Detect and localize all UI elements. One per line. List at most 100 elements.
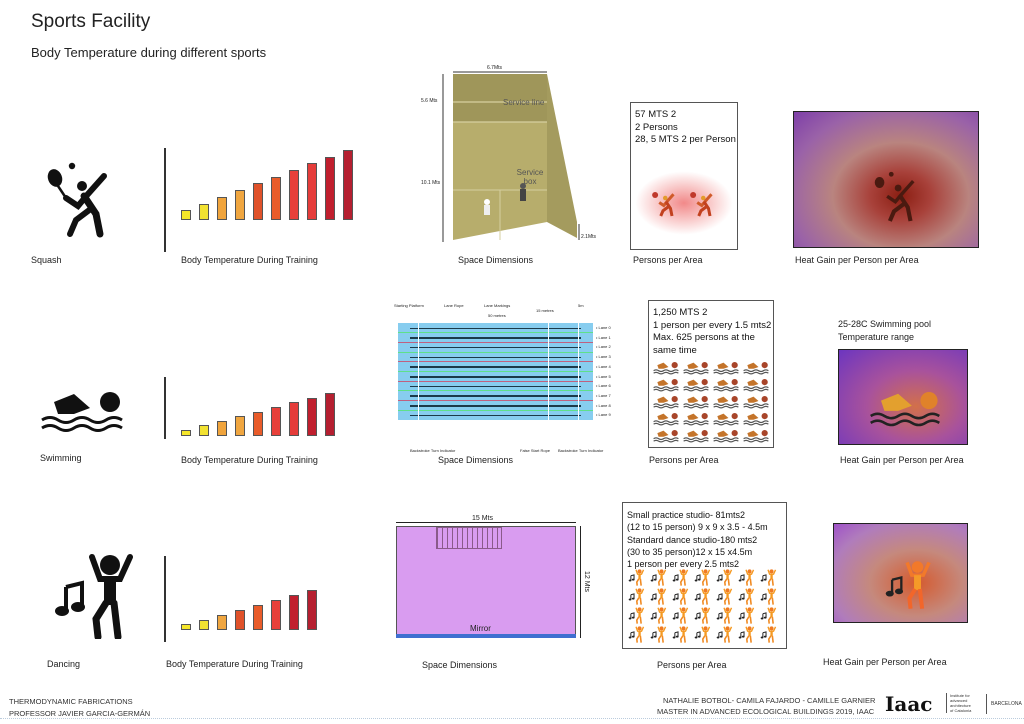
dancer-icon <box>52 553 142 644</box>
lane-marking <box>398 371 593 372</box>
swimmer-person-icon <box>743 395 773 412</box>
iaac-logo-subtitle: Institute for advanced architecture of Cata… <box>946 693 971 713</box>
footer-professor: PROFESSOR JAVIER GARCIA-GERMÁN <box>9 709 151 718</box>
pool-diagram: Starting Platform Lane Rope Lane Marking… <box>388 297 618 457</box>
studio-width-label: 15 Mts <box>472 515 494 522</box>
swimmer-person-icon <box>743 378 773 395</box>
dancer-person-icon <box>693 569 715 588</box>
lane-rope <box>410 395 581 397</box>
temperature-bar <box>325 156 335 220</box>
dancer-person-icon <box>649 588 671 607</box>
pool-temperature-note: 25-28C Swimming pool Temperature range <box>838 318 931 344</box>
dancer-person-icon <box>627 569 649 588</box>
temperature-bar <box>181 624 191 630</box>
swimmer-person-icon <box>743 361 773 378</box>
page-title: Sports Facility <box>31 11 151 32</box>
squash-heat-icon <box>872 170 927 233</box>
court-front-label: 5.6 Mts <box>421 98 438 104</box>
dancer-person-icon <box>737 626 759 645</box>
page-subtitle: Body Temperature during different sports <box>31 45 267 60</box>
swimmer-person-icon <box>743 412 773 429</box>
pool-indicator-line <box>578 323 579 420</box>
sport-name-squash: Squash <box>31 255 62 265</box>
temperature-bar <box>289 170 299 220</box>
lane-marking <box>398 361 593 363</box>
swimmer-person-icon <box>743 429 773 446</box>
pool-lane-label: • Lane 2 <box>596 344 611 350</box>
chart-label-swimming: Body Temperature During Training <box>181 455 318 465</box>
lane-marking <box>398 400 593 402</box>
squash-person-icon <box>649 189 683 224</box>
heat-map-dancing <box>833 523 968 623</box>
footer-authors: NATHALIE BOTBOL- CAMILA FAJARDO - CAMILL… <box>663 696 876 705</box>
space-label-dancing: Space Dimensions <box>422 660 498 670</box>
dancer-person-icon <box>649 607 671 626</box>
swimmer-icon <box>40 390 124 441</box>
service-box-label: Service box <box>516 168 544 186</box>
persons-label-dancing: Persons per Area <box>657 660 727 670</box>
persons-info-line: 1,250 MTS 2 <box>653 307 708 318</box>
swimmer-person-icon <box>713 378 743 395</box>
lane-marking <box>398 332 593 334</box>
swimmer-person-icon <box>683 412 713 429</box>
lane-rope-label: Lane Rope <box>444 303 464 308</box>
pool-lane-label: • Lane 0 <box>596 325 611 330</box>
swimmer-person-icon <box>653 395 683 412</box>
heat-label-dancing: Heat Gain per Person per Area <box>823 657 947 667</box>
court-width-label: 6.7Mts <box>487 65 503 71</box>
swimmer-person-icon <box>683 429 713 446</box>
persons-info-line: Max. 625 persons at the <box>653 332 755 343</box>
dancer-person-icon <box>737 607 759 626</box>
pool-indicator-line <box>548 323 549 420</box>
temperature-bar-chart-squash <box>181 150 361 220</box>
court-height-label: 2.1Mts <box>581 234 597 240</box>
dancer-person-icon <box>759 588 781 607</box>
pool-lane-label: • Lane 7 <box>596 392 611 398</box>
swimmer-heat-icon <box>869 388 941 437</box>
sport-name-swimming: Swimming <box>40 453 82 463</box>
lane-rope <box>410 376 581 378</box>
court-length-label: 10.1 Mts <box>421 180 441 186</box>
temperature-bar <box>199 425 209 436</box>
squash-player-icon <box>44 162 124 247</box>
squash-person-icon <box>687 189 721 224</box>
chart-label-dancing: Body Temperature During Training <box>166 659 303 669</box>
temperature-bar <box>253 411 263 436</box>
logo-subtitle-line: of Catalonia <box>950 708 972 713</box>
temperature-bar <box>325 393 335 436</box>
heat-map-swimming <box>838 349 968 445</box>
dancer-person-icon <box>737 588 759 607</box>
heat-note-line: Temperature range <box>838 332 915 342</box>
swimmer-person-icon <box>713 412 743 429</box>
dancer-person-icon <box>693 626 715 645</box>
dancer-person-icon <box>671 626 693 645</box>
temperature-bar <box>307 397 317 436</box>
chart-label-squash: Body Temperature During Training <box>181 255 318 265</box>
logo-subtitle-line: advanced <box>950 698 968 703</box>
false-start-label: False Start Rope <box>520 448 551 453</box>
squash-court-diagram: 6.7Mts 5.6 Mts 10.1 Mts 2.1Mts Service l… <box>421 62 600 257</box>
heat-map-squash <box>793 111 979 248</box>
temperature-bar <box>271 406 281 436</box>
swimmer-person-icon <box>683 395 713 412</box>
dancer-person-icon <box>737 569 759 588</box>
lane-rope <box>410 356 581 359</box>
heat-note-line: 25-28C Swimming pool <box>838 319 932 329</box>
dancer-person-icon <box>627 626 649 645</box>
footer-divider <box>0 718 1024 719</box>
studio-depth-label: 12 Mts <box>583 570 591 593</box>
temperature-bar <box>235 416 245 436</box>
dancer-person-icon <box>759 569 781 588</box>
dancer-heat-icon <box>884 560 936 615</box>
footer-program: MASTER IN ADVANCED ECOLOGICAL BUILDINGS … <box>657 707 875 716</box>
dancer-person-icon <box>627 607 649 626</box>
pool-15m-label: 15 metres <box>536 308 554 313</box>
backstroke-right-label: Backstroke Turn Indicator <box>558 448 604 453</box>
space-label-squash: Space Dimensions <box>458 255 534 265</box>
swimmer-person-icon <box>683 361 713 378</box>
temperature-bar <box>289 594 299 630</box>
temperature-bar <box>289 402 299 436</box>
temperature-bar <box>199 203 209 220</box>
dancer-person-icon <box>649 626 671 645</box>
